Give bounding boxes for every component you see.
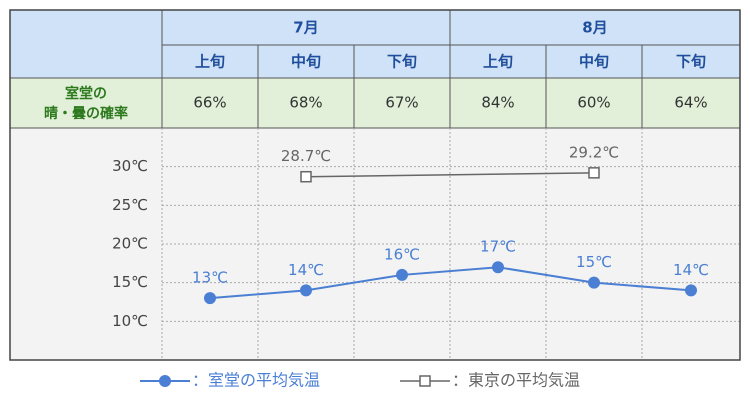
point: [204, 292, 216, 305]
legend-label: ：東京の平均気温: [452, 371, 580, 390]
value-label: 14℃: [288, 261, 324, 279]
period-header: 下旬: [387, 53, 417, 71]
period-header: 上旬: [483, 53, 513, 71]
probability: 66%: [193, 94, 226, 112]
value-label: 28.7℃: [281, 147, 331, 165]
legend-label: ：室堂の平均気温: [192, 371, 320, 390]
period-header: 中旬: [291, 53, 321, 71]
series-line: [305, 172, 595, 178]
prob-row-bg: [10, 78, 740, 128]
period-header: 下旬: [676, 53, 706, 71]
probability: 84%: [481, 94, 514, 112]
y-tick-label: 15℃: [112, 273, 148, 291]
table-lines: [10, 10, 740, 360]
probability: 64%: [674, 94, 707, 112]
y-tick-label: 30℃: [112, 157, 148, 175]
point: [588, 276, 600, 289]
period-header: 上旬: [195, 53, 225, 71]
month-header: 8月: [582, 19, 607, 37]
period-header: 中旬: [579, 53, 609, 71]
y-tick-label: 20℃: [112, 235, 148, 253]
y-tick-label: 25℃: [112, 196, 148, 214]
value-label: 29.2℃: [569, 143, 619, 161]
row-label: 室堂の: [65, 85, 107, 102]
point: [300, 170, 312, 183]
legend-marker: [419, 375, 431, 387]
value-label: 16℃: [384, 245, 420, 263]
probability: 60%: [577, 94, 610, 112]
value-label: 15℃: [576, 253, 612, 271]
frame: [9, 9, 741, 361]
value-label: 14℃: [673, 261, 709, 279]
point: [300, 284, 312, 297]
probability: 67%: [385, 94, 418, 112]
row-label: 晴・曇の確率: [44, 105, 128, 122]
point: [396, 268, 408, 281]
probability: 68%: [289, 94, 322, 112]
header-bg: [10, 10, 740, 78]
month-header: 7月: [293, 19, 318, 37]
point: [685, 284, 697, 297]
point: [588, 167, 600, 179]
value-label: 17℃: [480, 238, 516, 256]
legend-marker: [159, 375, 171, 387]
value-label: 13℃: [192, 269, 228, 287]
point: [492, 261, 504, 274]
y-tick-label: 10℃: [112, 312, 148, 330]
series-line: [209, 266, 692, 300]
